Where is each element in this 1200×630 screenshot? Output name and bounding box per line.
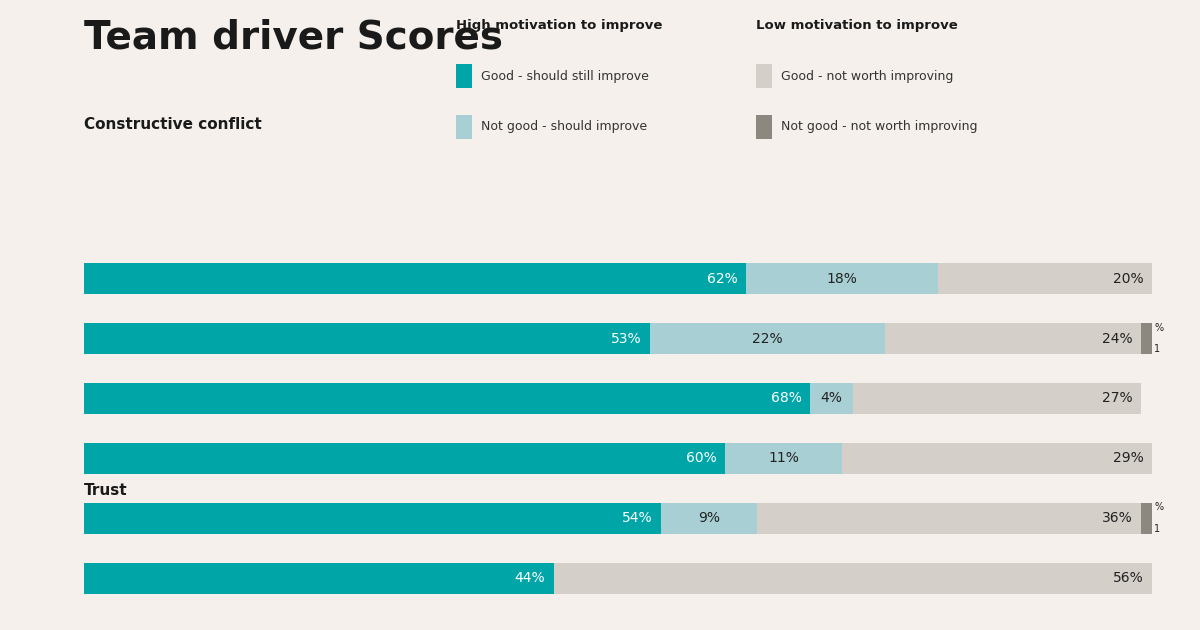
Bar <box>842 443 1152 474</box>
Text: Low motivation to improve: Low motivation to improve <box>756 19 958 32</box>
Text: Good - should still improve: Good - should still improve <box>481 70 649 83</box>
Bar <box>84 263 746 294</box>
Text: 27%: 27% <box>1102 391 1133 406</box>
Bar <box>1141 503 1152 534</box>
Bar <box>650 323 886 354</box>
Text: 9%: 9% <box>697 512 720 525</box>
Bar <box>938 263 1152 294</box>
Text: 24%: 24% <box>1102 331 1133 345</box>
Text: Not good - should improve: Not good - should improve <box>481 120 647 133</box>
Text: High motivation to improve: High motivation to improve <box>456 19 662 32</box>
Text: Good - not worth improving: Good - not worth improving <box>781 70 954 83</box>
Text: 62%: 62% <box>707 272 738 285</box>
Bar <box>1141 323 1152 354</box>
Text: 53%: 53% <box>611 331 642 345</box>
Text: Not good - not worth improving: Not good - not worth improving <box>781 120 978 133</box>
Text: 36%: 36% <box>1102 512 1133 525</box>
Bar <box>853 383 1141 414</box>
Bar <box>661 503 757 534</box>
Bar <box>84 503 661 534</box>
Text: 54%: 54% <box>622 512 652 525</box>
Text: Constructive conflict: Constructive conflict <box>84 117 262 132</box>
Text: 44%: 44% <box>515 571 545 585</box>
Text: 56%: 56% <box>1112 571 1144 585</box>
Text: 1: 1 <box>1154 345 1160 354</box>
Bar <box>810 383 853 414</box>
Text: 68%: 68% <box>770 391 802 406</box>
Text: 29%: 29% <box>1112 451 1144 466</box>
Text: 22%: 22% <box>752 331 782 345</box>
Bar <box>84 323 650 354</box>
Text: 60%: 60% <box>685 451 716 466</box>
Text: 4%: 4% <box>821 391 842 406</box>
Text: 11%: 11% <box>768 451 799 466</box>
Bar <box>886 323 1141 354</box>
Bar <box>725 443 842 474</box>
Text: 18%: 18% <box>827 272 858 285</box>
Text: %: % <box>1154 323 1163 333</box>
Bar <box>84 383 810 414</box>
Bar <box>746 263 938 294</box>
Text: Trust: Trust <box>84 483 127 498</box>
Bar <box>84 563 554 593</box>
Bar <box>84 443 725 474</box>
Bar <box>554 563 1152 593</box>
Text: 1: 1 <box>1154 524 1160 534</box>
Text: 20%: 20% <box>1112 272 1144 285</box>
Text: %: % <box>1154 503 1163 512</box>
Text: Team driver Scores: Team driver Scores <box>84 19 503 57</box>
Bar <box>757 503 1141 534</box>
